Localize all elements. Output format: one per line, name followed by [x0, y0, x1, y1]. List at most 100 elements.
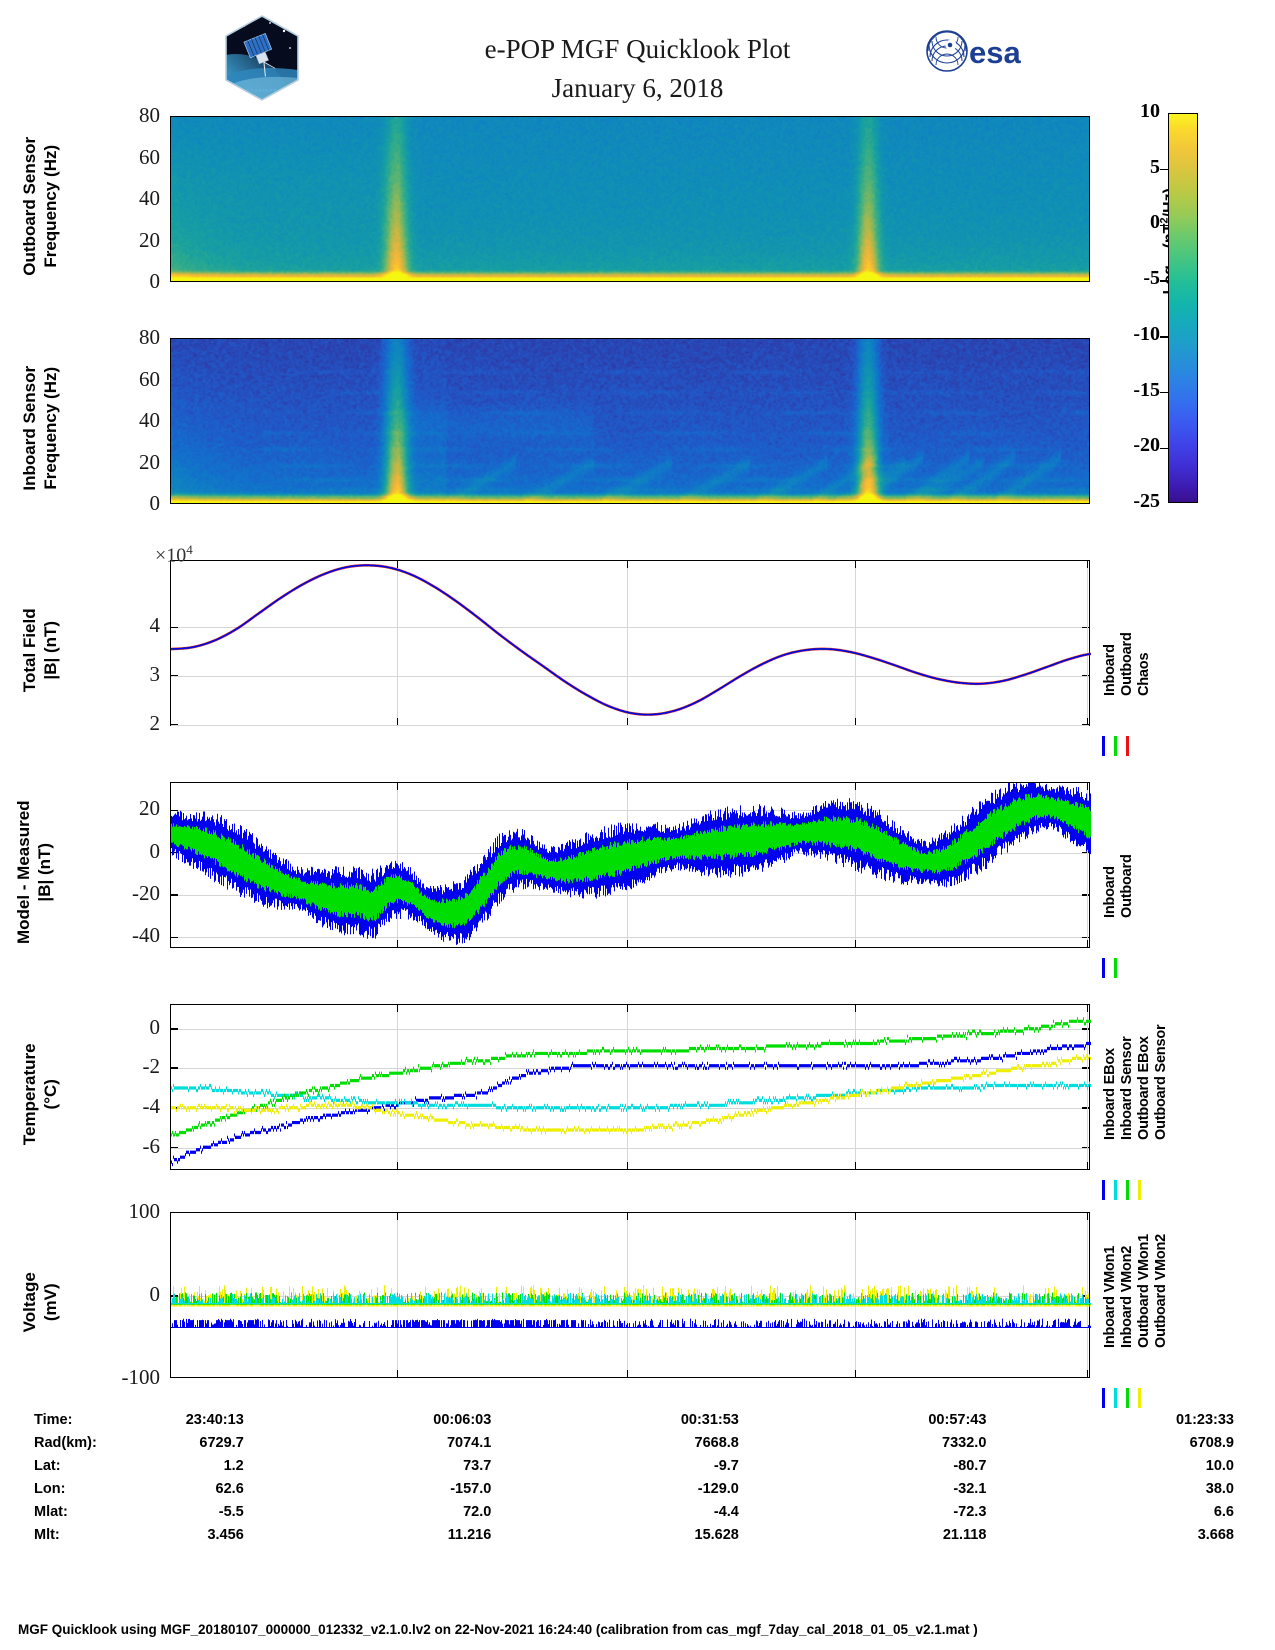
table-cell: -80.7 — [953, 1457, 987, 1474]
colorbar-tick — [1160, 280, 1169, 282]
inboard-spectrogram-axes — [170, 338, 1090, 504]
table-row-label: Lon: — [34, 1480, 66, 1497]
total-field-legend: Inboard Outboard Chaos — [1098, 560, 1178, 756]
total-field-axes — [170, 560, 1091, 727]
model-minus-measured-y-tick-label: -20 — [132, 881, 160, 906]
voltage-y-axis-title: Voltage (mV) — [19, 1272, 60, 1333]
total-field-legend-label: Inboard — [1102, 644, 1118, 697]
inboard-spectrogram-y-tick-label: 40 — [139, 408, 160, 432]
total-field-legend-label: Outboard — [1119, 632, 1135, 697]
table-row: Time: 23:40:13 00:06:03 00:31:53 00:57:43 01:… — [34, 1408, 1234, 1431]
table-cell: 01:23:33 — [1175, 1411, 1234, 1428]
colorbar-tick-label: 0 — [1150, 211, 1160, 234]
voltage-y-tick-label: 100 — [128, 1199, 161, 1223]
table-row-label: Time: — [34, 1411, 73, 1428]
temperature-y-axis-title: Temperature (°C) — [19, 1043, 60, 1146]
colorbar-tick — [1160, 391, 1169, 394]
table-row-label: Mlt: — [34, 1526, 60, 1543]
temperature-axes — [170, 1004, 1091, 1171]
colorbar-tick — [1160, 224, 1169, 227]
temperature-legend-label: Outboard EBox — [1136, 1036, 1152, 1141]
table-row: Mlt: 3.456 11.216 15.628 21.118 3.668 — [34, 1523, 1234, 1546]
temperature-legend-swatch — [1102, 1180, 1105, 1200]
inboard-spectrogram-image — [171, 339, 1089, 503]
outboard-spectrogram-axes — [170, 116, 1090, 282]
model-minus-measured-y-tick-label: 20 — [139, 796, 160, 821]
voltage-y-tick-label: -100 — [121, 1365, 161, 1389]
colorbar-tick-label: -25 — [1133, 490, 1160, 512]
model-minus-measured-legend-label: Inboard — [1102, 866, 1118, 919]
total-field-y-tick-label: 4 — [149, 613, 161, 638]
inboard-spectrogram-y-axis-title: Inboard Sensor Frequency (Hz) — [19, 365, 60, 491]
colorbar-tick — [1160, 336, 1169, 338]
total-field-legend-swatch — [1126, 736, 1129, 756]
svg-text:CASSIOPE: CASSIOPE — [246, 88, 278, 93]
model-minus-measured-y-tick-label: 0 — [149, 838, 161, 863]
voltage-legend-swatch — [1114, 1388, 1117, 1408]
temperature-legend-swatch — [1114, 1180, 1117, 1200]
voltage-traces — [171, 1213, 1091, 1379]
inboard-spectrogram — [171, 339, 1089, 503]
voltage-y-tick-label: 0 — [149, 1282, 161, 1306]
temperature-y-tick-label: -6 — [142, 1133, 161, 1158]
outboard-spectrogram-y-tick-label: 60 — [139, 144, 160, 169]
outboard-spectrogram-y-axis-title: Outboard Sensor Frequency (Hz) — [19, 136, 60, 276]
model-minus-measured-legend: Inboard Outboard — [1098, 782, 1178, 978]
table-row-label: Lat: — [34, 1457, 61, 1474]
voltage-legend-swatch — [1126, 1388, 1129, 1408]
voltage-legend: Inboard VMon1 Inboard VMon2 Outboard VMon1… — [1098, 1212, 1178, 1408]
temperature-legend-swatches — [1102, 1180, 1141, 1200]
temperature-y-tick-label: -2 — [142, 1054, 161, 1079]
model-minus-measured-legend-swatches — [1102, 958, 1117, 978]
table-cell: 00:57:43 — [928, 1411, 987, 1428]
colorbar-tick-label: 5 — [1150, 155, 1160, 178]
ephemeris-table: Time: 23:40:13 00:06:03 00:31:53 00:57:43 01:… — [34, 1408, 1234, 1546]
table-cell: 7668.8 — [694, 1434, 739, 1451]
temperature-legend-label: Inboard EBox — [1102, 1048, 1118, 1141]
table-cell: 00:06:03 — [433, 1411, 492, 1428]
table-cell: 72.0 — [463, 1503, 492, 1520]
total-field-legend-swatch — [1102, 736, 1105, 756]
table-row: Lon: 62.6 -157.0 -129.0 -32.1 38.0 — [34, 1477, 1234, 1500]
total-field-y-axis-title: Total Field |B| (nT) — [19, 608, 60, 693]
inboard-spectrogram-y-tick-label: 80 — [139, 325, 160, 349]
esa-logo: esa — [925, 30, 1043, 72]
temperature-traces — [171, 1005, 1091, 1171]
temperature-legend-swatch — [1126, 1180, 1129, 1200]
table-row-label: Rad(km): — [34, 1434, 97, 1451]
total-field-exponent-value: 4 — [186, 542, 193, 557]
model-minus-measured-y-axis-title: Model - Measured |B| (nT) — [13, 800, 54, 945]
table-row: Rad(km): 6729.7 7074.1 7668.8 7332.0 6708.9 — [34, 1431, 1234, 1454]
inboard-spectrogram-y-tick-label: 0 — [149, 491, 161, 515]
table-cell: 23:40:13 — [185, 1411, 244, 1428]
table-cell: 3.456 — [207, 1526, 244, 1543]
table-cell: 6729.7 — [199, 1434, 244, 1451]
table-cell: -4.4 — [713, 1503, 739, 1520]
table-row-label: Mlat: — [34, 1503, 68, 1520]
table-cell: -9.7 — [713, 1457, 739, 1474]
total-field-y-tick-label: 2 — [149, 710, 161, 735]
table-cell: 7074.1 — [446, 1434, 492, 1451]
voltage-legend-swatch — [1102, 1388, 1105, 1408]
inboard-spectrogram-y-tick-label: 60 — [139, 366, 160, 391]
total-field-traces — [171, 561, 1091, 727]
table-cell: 7332.0 — [942, 1434, 987, 1451]
model-minus-measured-legend-label: Outboard — [1119, 854, 1135, 919]
page-title: e-POP MGF Quicklook Plot January 6, 2018 — [0, 30, 1275, 108]
table-cell: -5.5 — [218, 1503, 244, 1520]
temperature-y-tick-label: -4 — [142, 1093, 161, 1118]
table-cell: 21.118 — [942, 1526, 987, 1543]
table-cell: 62.6 — [215, 1480, 244, 1497]
colorbar-tick — [1160, 169, 1169, 171]
table-cell: 11.216 — [447, 1526, 492, 1543]
colorbar-tick-label: -10 — [1133, 322, 1160, 345]
model-minus-measured-y-tick-label: -40 — [132, 923, 160, 948]
total-field-exponent-label: ×104 — [155, 542, 193, 568]
table-cell: 3.668 — [1197, 1526, 1234, 1543]
model-minus-measured-axes — [170, 782, 1091, 949]
total-field-exponent-prefix: ×10 — [155, 544, 187, 567]
title-line-1: e-POP MGF Quicklook Plot — [484, 34, 791, 64]
table-cell: 6708.9 — [1189, 1434, 1234, 1451]
esa-wordmark: esa — [969, 35, 1021, 70]
total-field-legend-swatches — [1102, 736, 1129, 756]
